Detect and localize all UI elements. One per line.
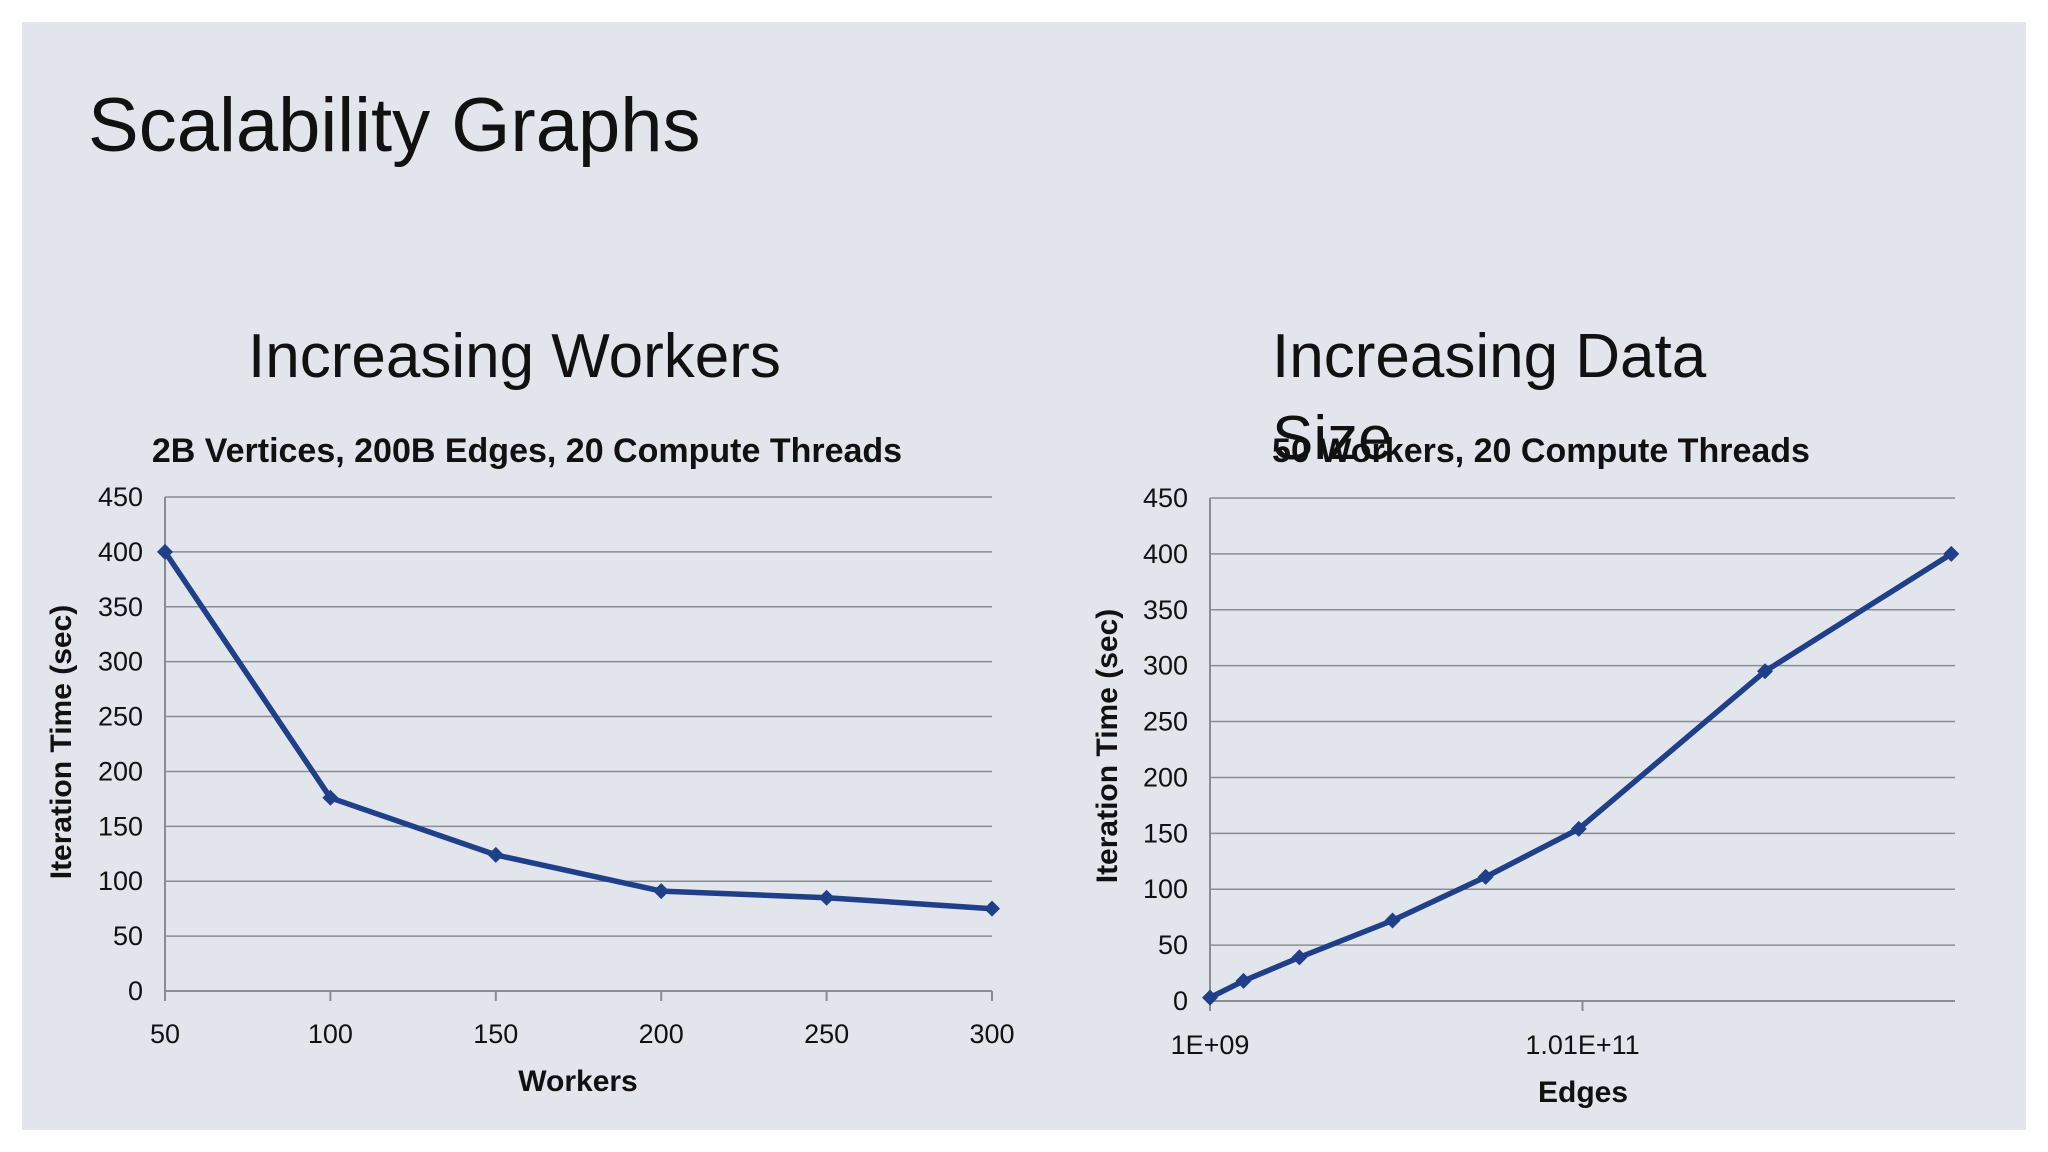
chart-title: 2B Vertices, 200B Edges, 20 Compute Thre… [152,432,902,470]
y-tick-label: 250 [1143,707,1188,737]
data-point [1235,972,1252,989]
subtitle-increasing-data-size: Increasing Data Size [1272,322,1707,473]
series-line [162,550,993,912]
data-point [1570,820,1587,837]
x-tick-label: 300 [969,1019,1014,1049]
data-point [1477,868,1494,885]
data-point [1757,663,1774,680]
x-tick-label: 150 [473,1019,518,1049]
data-point [1202,989,1218,1006]
y-tick-label: 300 [98,647,143,677]
subtitle-increasing-workers: Increasing Workers [248,322,781,391]
y-tick-label: 400 [98,537,143,567]
data-point [322,789,339,806]
x-axis-label: Workers [518,1065,638,1098]
data-point [1384,912,1401,929]
data-point [1943,545,1960,562]
x-axis-label: Edges [1538,1076,1628,1109]
y-tick-label: 350 [1143,595,1188,625]
y-tick-label: 150 [1143,818,1188,848]
y-tick-label: 350 [98,592,143,622]
x-tick-label: 50 [150,1019,180,1049]
x-tick-label: 1E+09 [1171,1030,1250,1060]
slide-title: Scalability Graphs [88,83,701,168]
y-axis-label: Iteration Time (sec) [45,605,78,880]
y-tick-label: 200 [1143,762,1188,792]
y-tick-label: 200 [98,756,143,786]
data-point [818,889,835,906]
y-tick-label: 50 [1158,930,1188,960]
data-point [157,543,173,560]
y-axis-label: Iteration Time (sec) [1091,609,1124,884]
y-tick-label: 150 [98,811,143,841]
data-point [487,846,504,863]
y-tick-label: 450 [1143,483,1188,513]
chart-data-size: 50 Workers, 20 Compute Threads Edges Ite… [1091,432,1960,1109]
y-tick-label: 400 [1143,539,1188,569]
y-tick-label: 0 [128,976,143,1006]
x-tick-label: 250 [804,1019,849,1049]
y-tick-label: 100 [98,866,143,896]
y-tick-label: 0 [1173,986,1188,1016]
y-tick-label: 300 [1143,651,1188,681]
data-point [653,883,670,900]
series-line [1208,551,1953,1001]
data-point [984,900,1000,917]
y-tick-label: 100 [1143,874,1188,904]
chart-workers: 2B Vertices, 200B Edges, 20 Compute Thre… [45,432,1015,1098]
x-tick-label: 100 [308,1019,353,1049]
y-tick-label: 50 [113,921,143,951]
x-tick-label: 200 [639,1019,684,1049]
data-point [1291,949,1308,966]
chart-title: 50 Workers, 20 Compute Threads [1272,432,1810,470]
y-tick-label: 450 [98,482,143,512]
y-tick-label: 250 [98,702,143,732]
x-tick-label: 1.01E+11 [1525,1030,1639,1060]
